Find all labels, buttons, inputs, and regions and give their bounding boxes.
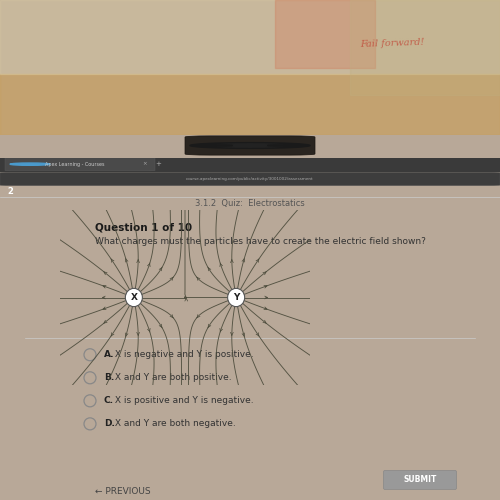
Text: +: + xyxy=(155,161,161,167)
FancyBboxPatch shape xyxy=(5,157,155,171)
Text: X and Y are both positive.: X and Y are both positive. xyxy=(112,374,232,382)
FancyBboxPatch shape xyxy=(384,470,456,490)
Circle shape xyxy=(126,288,142,306)
Text: 3.1.2  Quiz:  Electrostatics: 3.1.2 Quiz: Electrostatics xyxy=(195,198,305,207)
Text: X: X xyxy=(130,293,138,302)
Circle shape xyxy=(215,144,285,147)
Text: C.: C. xyxy=(104,396,114,406)
Text: D.: D. xyxy=(104,420,115,428)
Text: 2: 2 xyxy=(8,186,14,196)
Circle shape xyxy=(208,145,233,146)
Text: X is negative and Y is positive.: X is negative and Y is positive. xyxy=(112,350,254,360)
FancyBboxPatch shape xyxy=(0,172,500,186)
Text: ×: × xyxy=(142,162,147,166)
Text: X is positive and Y is negative.: X is positive and Y is negative. xyxy=(112,396,254,406)
Text: B.: B. xyxy=(104,374,114,382)
Text: Fail forward!: Fail forward! xyxy=(360,38,425,50)
Text: X and Y are both negative.: X and Y are both negative. xyxy=(112,420,236,428)
Text: Y: Y xyxy=(233,293,239,302)
Text: ← PREVIOUS: ← PREVIOUS xyxy=(95,488,150,496)
Text: A.: A. xyxy=(104,350,115,360)
Circle shape xyxy=(190,142,310,148)
FancyBboxPatch shape xyxy=(185,136,315,155)
Text: course.apexlearning.com/public/activity/3001002/assessment: course.apexlearning.com/public/activity/… xyxy=(186,177,314,181)
Circle shape xyxy=(268,145,292,146)
Text: Question 1 of 10: Question 1 of 10 xyxy=(95,222,192,232)
Text: Apex Learning - Courses: Apex Learning - Courses xyxy=(45,162,104,166)
Circle shape xyxy=(10,163,50,166)
Text: What charges must the particles have to create the electric field shown?: What charges must the particles have to … xyxy=(95,237,426,246)
Text: SUBMIT: SUBMIT xyxy=(404,476,436,484)
Circle shape xyxy=(228,288,244,306)
